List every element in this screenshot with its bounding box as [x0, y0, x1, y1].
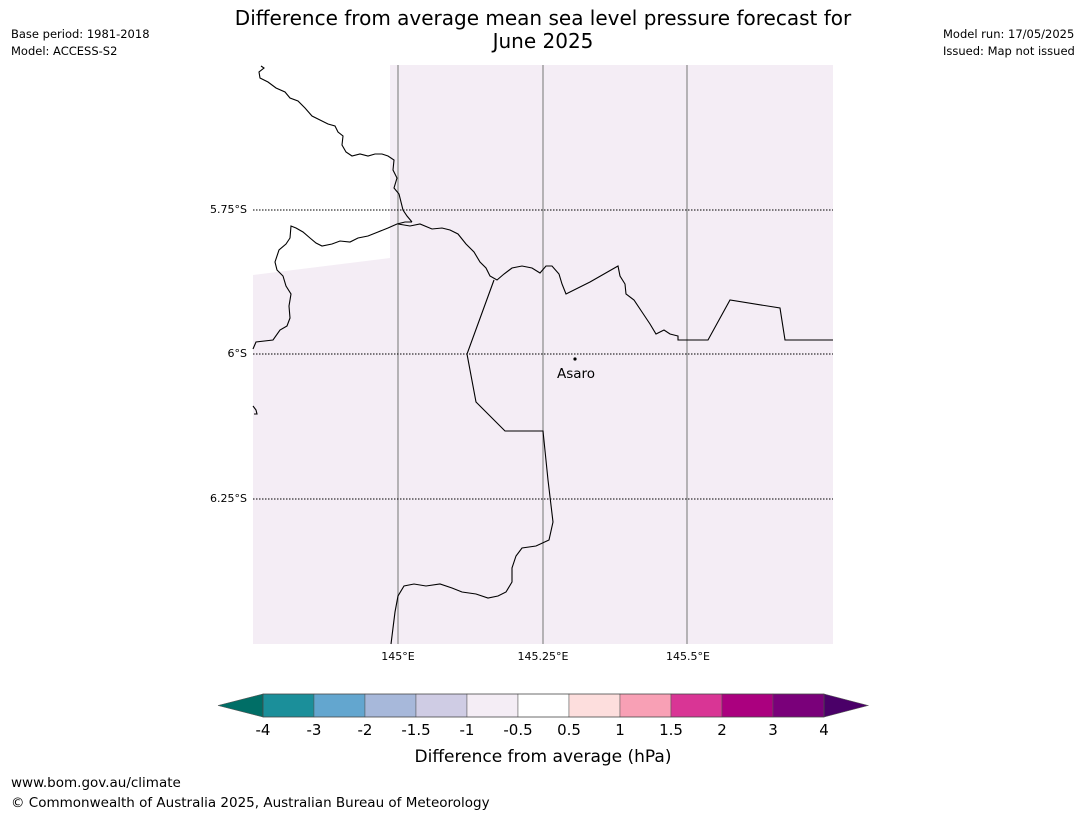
lon-label-145: 145°E [381, 650, 414, 663]
province-border-north [397, 223, 833, 341]
lon-label-145-5: 145.5°E [666, 650, 710, 663]
border-fragment [252, 405, 258, 415]
no-data-area [253, 65, 390, 275]
colorbar-segment [364, 693, 417, 718]
map-title: Difference from average mean sea level p… [200, 7, 886, 53]
colorbar-segment [721, 693, 774, 718]
colorbar-tick-labels: -4 -3 -2 -1.5 -1 -0.5 0.5 1 1.5 2 3 4 [256, 721, 829, 739]
colorbar-segment [670, 693, 723, 718]
lat-label-6-25: 6.25°S [210, 492, 247, 505]
meridians [397, 65, 688, 644]
colorbar-outline [262, 693, 825, 718]
meta-right: Model run: 17/05/2025 Issued: Map not is… [943, 26, 1075, 60]
place-asaro: Asaro [557, 357, 595, 382]
colorbar-segment [772, 693, 825, 718]
colorbar-tick-label: 1.5 [659, 721, 683, 739]
issued-text: Issued: Map not issued [943, 44, 1075, 58]
colorbar-segment [415, 693, 468, 718]
colorbar-tick-label: 4 [819, 721, 829, 739]
colorbar-segments [262, 693, 825, 718]
colorbar-tick-label: 3 [768, 721, 778, 739]
colorbar-tick-label: -1.5 [401, 721, 430, 739]
colorbar-segment [262, 693, 315, 718]
colorbar-segment [619, 693, 672, 718]
colorbar-tick-label: 1 [615, 721, 625, 739]
colorbar-tick-label: 2 [717, 721, 727, 739]
lat-label-5-75: 5.75°S [210, 203, 247, 216]
colorbar-tick-label: -0.5 [503, 721, 532, 739]
province-border-west [252, 221, 412, 350]
colorbar-tick-label: -1 [460, 721, 475, 739]
lon-label-145-25: 145.25°E [518, 650, 569, 663]
lat-labels: 5.75°S 6°S 6.25°S [210, 203, 247, 505]
colorbar-over-arrow [823, 693, 870, 718]
colorbar-tick-label: -2 [358, 721, 373, 739]
colorbar-segment [568, 693, 621, 718]
colorbar-segment [466, 693, 519, 718]
asaro-marker [573, 357, 577, 361]
colorbar-tick-label: -4 [256, 721, 271, 739]
colorbar-under-arrow [217, 693, 264, 718]
colorbar-tick-label: -3 [307, 721, 322, 739]
colorbar-label: Difference from average (hPa) [415, 747, 672, 767]
title-line-1: Difference from average mean sea level p… [234, 6, 852, 30]
colorbar-segment [313, 693, 366, 718]
model-run-text: Model run: 17/05/2025 [943, 27, 1075, 41]
title-line-2: June 2025 [492, 29, 594, 53]
footer-url: www.bom.gov.au/climate [11, 775, 181, 791]
footer-copyright: © Commonwealth of Australia 2025, Austra… [11, 795, 490, 811]
colorbar-segment [517, 693, 570, 718]
model-text: Model: ACCESS-S2 [11, 44, 118, 58]
province-border-south [390, 279, 554, 645]
base-period-text: Base period: 1981-2018 [11, 27, 150, 41]
meta-left: Base period: 1981-2018 Model: ACCESS-S2 [11, 26, 150, 60]
colorbar: -4 -3 -2 -1.5 -1 -0.5 0.5 1 1.5 2 3 4 Difference fr… [217, 693, 870, 767]
colorbar-tick-label: 0.5 [557, 721, 581, 739]
boundaries [252, 65, 833, 645]
lat-label-6: 6°S [228, 347, 247, 360]
lon-labels: 145°E 145.25°E 145.5°E [381, 650, 710, 663]
asaro-label: Asaro [557, 366, 595, 382]
coast-north [258, 65, 413, 223]
parallels [253, 209, 833, 500]
